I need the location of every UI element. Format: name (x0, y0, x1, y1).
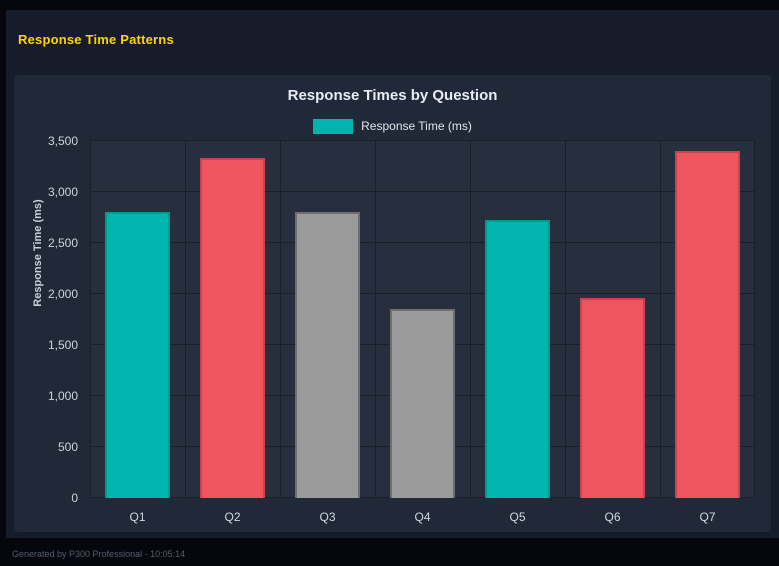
chart-panel: Response Times by Question Response Time… (14, 75, 771, 532)
gridline-vertical (565, 141, 566, 498)
y-tick-label: 2,500 (47, 236, 78, 250)
gridline-vertical (90, 141, 91, 498)
bar-column-q4 (375, 141, 470, 498)
gridline-vertical (279, 141, 281, 498)
y-tick-label: 3,000 (47, 185, 78, 199)
x-tick-label-q1: Q1 (129, 510, 146, 524)
x-tick-label-q7: Q7 (699, 510, 716, 524)
y-tick-label: 1,500 (47, 338, 78, 352)
gridline-vertical (469, 141, 471, 498)
y-tick-label: 2,000 (47, 287, 78, 301)
chart-body: Response Time (ms) 0 500 1,000 1,500 2,000 2,… (22, 134, 755, 532)
bar-q1 (105, 212, 170, 498)
y-tick-label: 3,500 (47, 134, 78, 148)
gridline-vertical (184, 141, 186, 498)
x-tick-label-q3: Q3 (319, 510, 336, 524)
bar-q7 (675, 151, 740, 498)
bar-column-q2 (185, 141, 280, 498)
bar-column-q3 (280, 141, 375, 498)
gridline-vertical (660, 141, 661, 498)
gridline-horizontal (90, 242, 755, 243)
bar-q6 (580, 298, 645, 498)
chart-title: Response Times by Question (287, 87, 498, 104)
bar-column-q6 (565, 141, 660, 498)
bar-column-q7 (660, 141, 755, 498)
bar-q5 (485, 219, 550, 498)
bar-q4 (390, 309, 455, 498)
x-axis-labels: Q1 Q2 Q3 Q4 Q5 Q6 Q7 (90, 502, 755, 532)
x-tick-label-q4: Q4 (414, 510, 431, 524)
y-tick-label: 500 (57, 440, 78, 454)
legend-swatch (313, 118, 354, 134)
bar-column-q5 (470, 141, 565, 498)
gridline-horizontal (90, 191, 755, 192)
legend-label: Response Time (ms) (361, 119, 472, 133)
y-tick-label: 1,000 (47, 389, 78, 403)
gridline-horizontal (90, 140, 755, 141)
chart-legend: Response Time (ms) (14, 117, 771, 135)
main-content: Response Time Patterns Response Times by… (6, 10, 779, 538)
gridline-vertical (375, 141, 376, 498)
legend-item-response-time[interactable]: Response Time (ms) (313, 118, 472, 134)
y-axis-ticks: 0 500 1,000 1,500 2,000 2,500 3,000 3,500 (38, 134, 84, 505)
footer-note: Generated by P300 Professional - 10:05:1… (12, 549, 186, 559)
x-tick-label-q6: Q6 (604, 510, 621, 524)
y-tick-label: 0 (71, 491, 78, 505)
page-title: Response Time Patterns (18, 32, 174, 47)
gridline-horizontal (90, 293, 755, 294)
x-tick-label-q2: Q2 (224, 510, 241, 524)
gridline-vertical (754, 141, 755, 498)
bar-q3 (295, 212, 360, 498)
plot-area (90, 140, 755, 498)
x-tick-label-q5: Q5 (509, 510, 526, 524)
bar-column-q1 (90, 141, 185, 498)
bar-q2 (200, 158, 265, 498)
